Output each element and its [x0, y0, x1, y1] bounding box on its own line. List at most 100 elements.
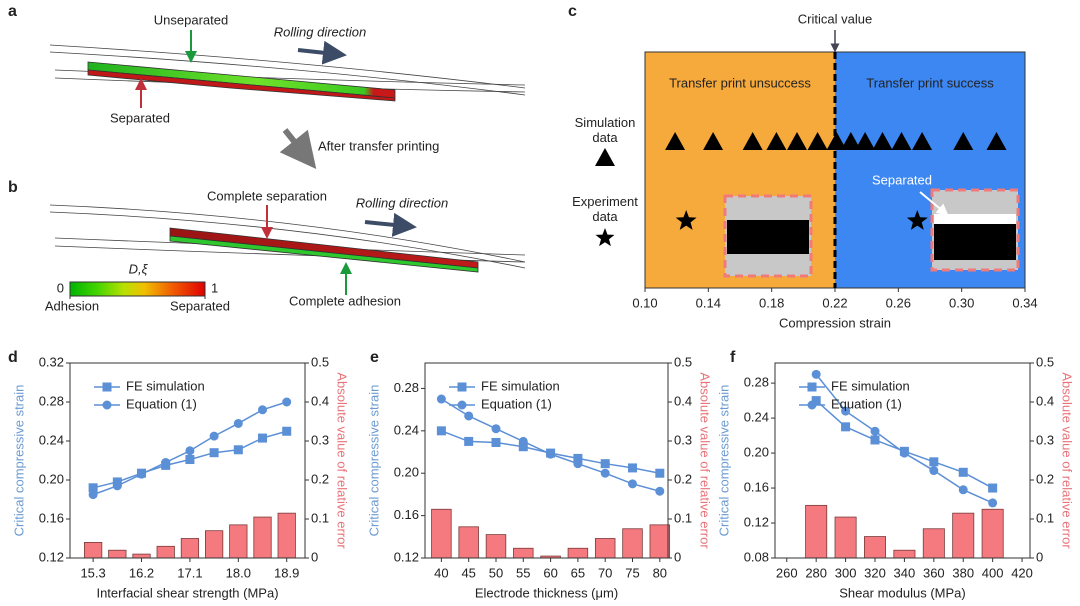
marker [491, 424, 501, 434]
y-axis-label: Critical compressive strain [366, 385, 381, 537]
y-tick-label: 0.16 [39, 510, 64, 525]
marker [464, 436, 474, 446]
y-tick-label: 0.28 [39, 393, 64, 408]
marker [258, 433, 268, 443]
y-tick-label: 0.16 [394, 507, 419, 522]
x-tick-label: 15.3 [80, 565, 105, 580]
x-tick-label: 75 [625, 565, 639, 580]
marker [665, 132, 686, 150]
marker [209, 431, 219, 441]
inset-fill [934, 224, 1016, 260]
x-axis-label: Compression strain [779, 315, 891, 330]
label: Unseparated [154, 12, 228, 27]
inset-fill [934, 214, 1016, 224]
marker [595, 228, 615, 247]
marker [282, 397, 292, 407]
colorbar-title: D,ξ [129, 261, 149, 276]
annotation-arrow [919, 191, 949, 216]
y-axis-label: Critical compressive strain [11, 385, 26, 537]
x-tick-label: 0.22 [822, 295, 847, 310]
legend-label: FE simulation [126, 378, 205, 393]
colorbar-tick-label: 0 [57, 280, 64, 295]
y2-tick-label: 0.4 [674, 393, 692, 408]
x-tick-label: 260 [776, 565, 798, 580]
x-tick-label: 0.34 [1012, 295, 1037, 310]
y2-axis-label: Absolute value of relative error [335, 372, 350, 549]
marker [807, 400, 817, 410]
marker [546, 449, 556, 459]
y-tick-label: 0.24 [394, 422, 419, 437]
x-axis-label: Interfacial shear strength (MPa) [96, 585, 278, 600]
marker [811, 369, 821, 379]
y2-tick-label: 0.3 [674, 432, 692, 447]
panel-label: a [8, 3, 17, 20]
y2-tick-label: 0.1 [1036, 510, 1054, 525]
label: Complete separation [207, 188, 327, 203]
bar [594, 538, 616, 559]
x-tick-label: 40 [434, 565, 448, 580]
y-tick-label: 0.24 [744, 410, 769, 425]
legend-label: Equation (1) [831, 396, 902, 411]
x-axis-label: Electrode thickness (μm) [475, 585, 618, 600]
y2-axis-label: Absolute value of relative error [698, 372, 713, 549]
y-tick-label: 0.24 [39, 432, 64, 447]
y2-tick-label: 0.1 [311, 510, 329, 525]
x-tick-label: 300 [835, 565, 857, 580]
y-axis-label: Critical compressive strain [716, 385, 731, 537]
y2-tick-label: 0.2 [1036, 471, 1054, 486]
x-tick-label: 18.0 [226, 565, 251, 580]
marker [518, 436, 528, 446]
bar [229, 524, 248, 559]
marker [811, 396, 821, 406]
bar [649, 524, 671, 559]
inset-fill [727, 220, 809, 254]
y2-tick-label: 0.1 [674, 510, 692, 525]
y2-tick-label: 0.2 [311, 471, 329, 486]
bar [205, 530, 224, 559]
x-tick-label: 50 [489, 565, 503, 580]
marker [787, 132, 807, 150]
y2-tick-label: 0 [311, 549, 318, 564]
marker [233, 445, 243, 455]
x-tick-label: 60 [543, 565, 557, 580]
x-tick-label: 16.2 [129, 565, 154, 580]
marker [457, 400, 467, 410]
y2-tick-label: 0.5 [311, 354, 329, 369]
marker [655, 486, 665, 496]
marker [855, 132, 876, 150]
colorbar-tick-label: 1 [211, 280, 218, 295]
bar [108, 549, 127, 559]
marker [112, 481, 122, 491]
diagram-b [49, 204, 526, 273]
marker [840, 132, 861, 150]
marker [766, 132, 787, 150]
marker [628, 463, 638, 473]
marker [436, 394, 446, 404]
marker [464, 411, 474, 421]
bar [567, 547, 589, 559]
plot-frame [424, 362, 669, 559]
x-tick-label: 0.14 [696, 295, 721, 310]
y-tick-label: 0.12 [39, 549, 64, 564]
y-tick-label: 0.20 [744, 445, 769, 460]
bar [277, 512, 296, 559]
y2-tick-label: 0.4 [311, 393, 329, 408]
marker [906, 210, 928, 230]
arrows [135, 30, 417, 295]
legend-label: Experiment data [572, 194, 638, 224]
marker [600, 468, 610, 478]
x-tick-label: 320 [864, 565, 886, 580]
bar [834, 516, 857, 559]
y-tick-label: 0.20 [394, 465, 419, 480]
y-tick-label: 0.28 [394, 380, 419, 395]
marker [958, 485, 968, 495]
bar [864, 536, 886, 559]
marker [655, 468, 665, 478]
marker [258, 405, 268, 415]
line [440, 398, 661, 492]
marker [703, 132, 724, 150]
bar [84, 542, 103, 559]
y2-tick-label: 0.5 [674, 354, 692, 369]
y-tick-label: 0.08 [744, 549, 769, 564]
